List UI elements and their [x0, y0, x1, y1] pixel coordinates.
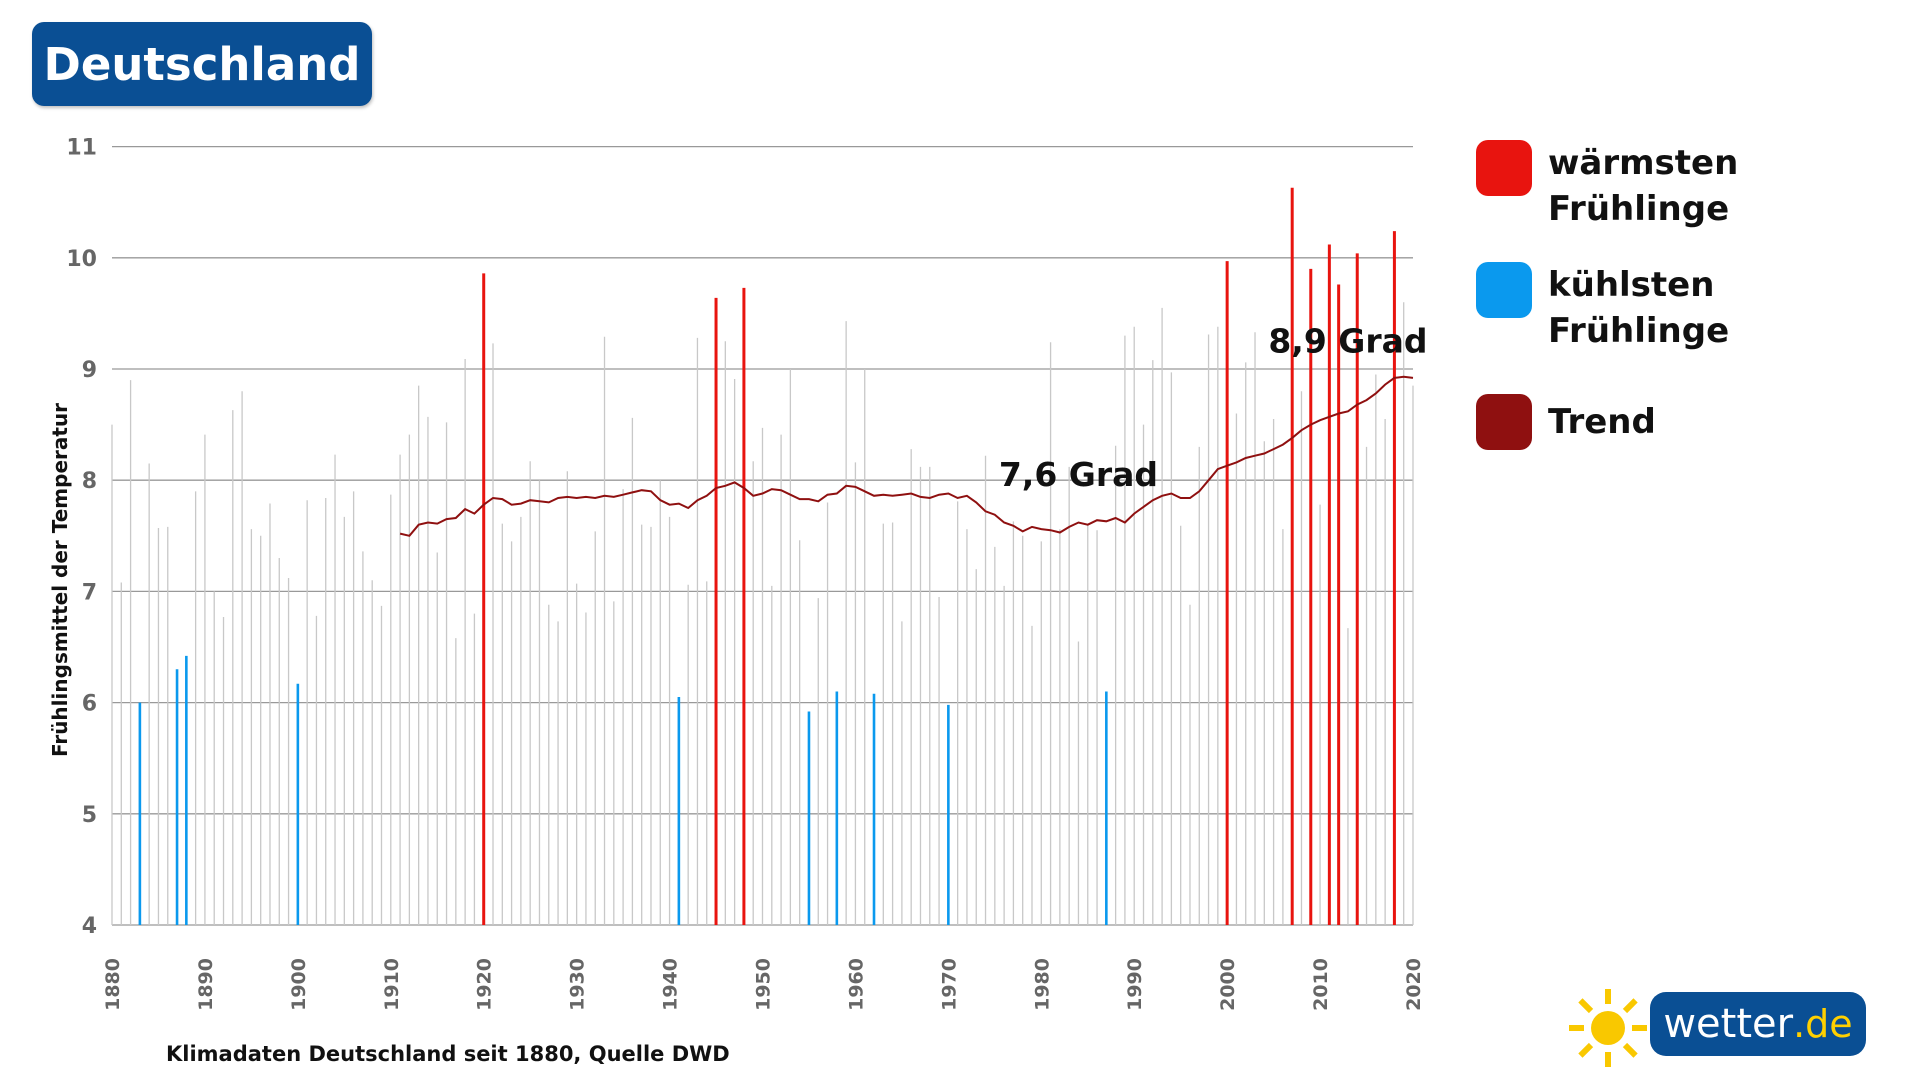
y-tick-label: 7 [82, 580, 97, 605]
annotation-label: 8,9 Grad [1268, 321, 1427, 360]
annotation-label: 7,6 Grad [999, 455, 1158, 494]
legend-warmest: wärmsten Frühlinge [1476, 140, 1748, 232]
y-axis-ticks: 4 5 6 7 8 9 10 11 [66, 136, 97, 939]
legend-trend: Trend [1476, 394, 1748, 450]
x-tick-label: 1930 [567, 958, 589, 1011]
chart-annotations: 7,6 Grad 8,9 Grad [999, 321, 1428, 493]
logo-tld: .de [1793, 1002, 1853, 1046]
x-tick-label: 1950 [753, 958, 775, 1011]
legend-coolest-line2: Frühlinge [1548, 311, 1730, 351]
legend-trend-label: Trend [1548, 402, 1656, 442]
y-tick-label: 4 [82, 914, 97, 939]
x-tick-label: 1960 [845, 958, 867, 1011]
page-title-badge: Deutschland [32, 22, 372, 106]
legend-coolest-line1: kühlsten [1548, 265, 1715, 305]
y-tick-label: 5 [82, 803, 97, 828]
y-tick-label: 8 [82, 469, 97, 494]
sun-icon [1569, 989, 1647, 1067]
x-tick-label: 2000 [1217, 958, 1239, 1011]
legend-coolest: kühlsten Frühlinge [1476, 262, 1748, 354]
x-tick-label: 1970 [938, 958, 960, 1011]
x-tick-label: 2020 [1403, 958, 1425, 1011]
logo-wordmark: wetter .de [1650, 992, 1866, 1056]
x-tick-label: 1980 [1031, 958, 1053, 1011]
wetter-de-logo: wetter .de [1566, 982, 1866, 1072]
x-axis-ticks: 1880 1890 1900 1910 1920 1930 1940 1950 1960 1970… [102, 958, 1425, 1011]
y-tick-label: 11 [66, 136, 97, 161]
x-tick-label: 1880 [102, 958, 124, 1011]
chart-bars [111, 187, 1414, 925]
darkred-square-icon [1476, 394, 1532, 450]
y-axis-label: Frühlingsmittel der Temperatur [48, 403, 72, 757]
x-tick-label: 1920 [474, 958, 496, 1011]
logo-name: wetter [1663, 1001, 1794, 1047]
legend-warmest-line2: Frühlinge [1548, 189, 1730, 229]
x-tick-label: 1940 [660, 958, 682, 1011]
legend-warmest-line1: wärmsten [1548, 143, 1739, 183]
source-note: Klimadaten Deutschland seit 1880, Quelle… [166, 1042, 730, 1066]
y-tick-label: 6 [82, 692, 97, 717]
x-tick-label: 1890 [195, 958, 217, 1011]
trend-line [399, 375, 1414, 537]
x-tick-label: 1910 [381, 958, 403, 1011]
page-title: Deutschland [43, 37, 361, 91]
blue-square-icon [1476, 262, 1532, 318]
x-tick-label: 2010 [1310, 958, 1332, 1011]
x-tick-label: 1900 [288, 958, 310, 1011]
y-tick-label: 9 [82, 358, 97, 383]
y-tick-label: 10 [66, 247, 97, 272]
red-square-icon [1476, 140, 1532, 196]
x-tick-label: 1990 [1124, 958, 1146, 1011]
